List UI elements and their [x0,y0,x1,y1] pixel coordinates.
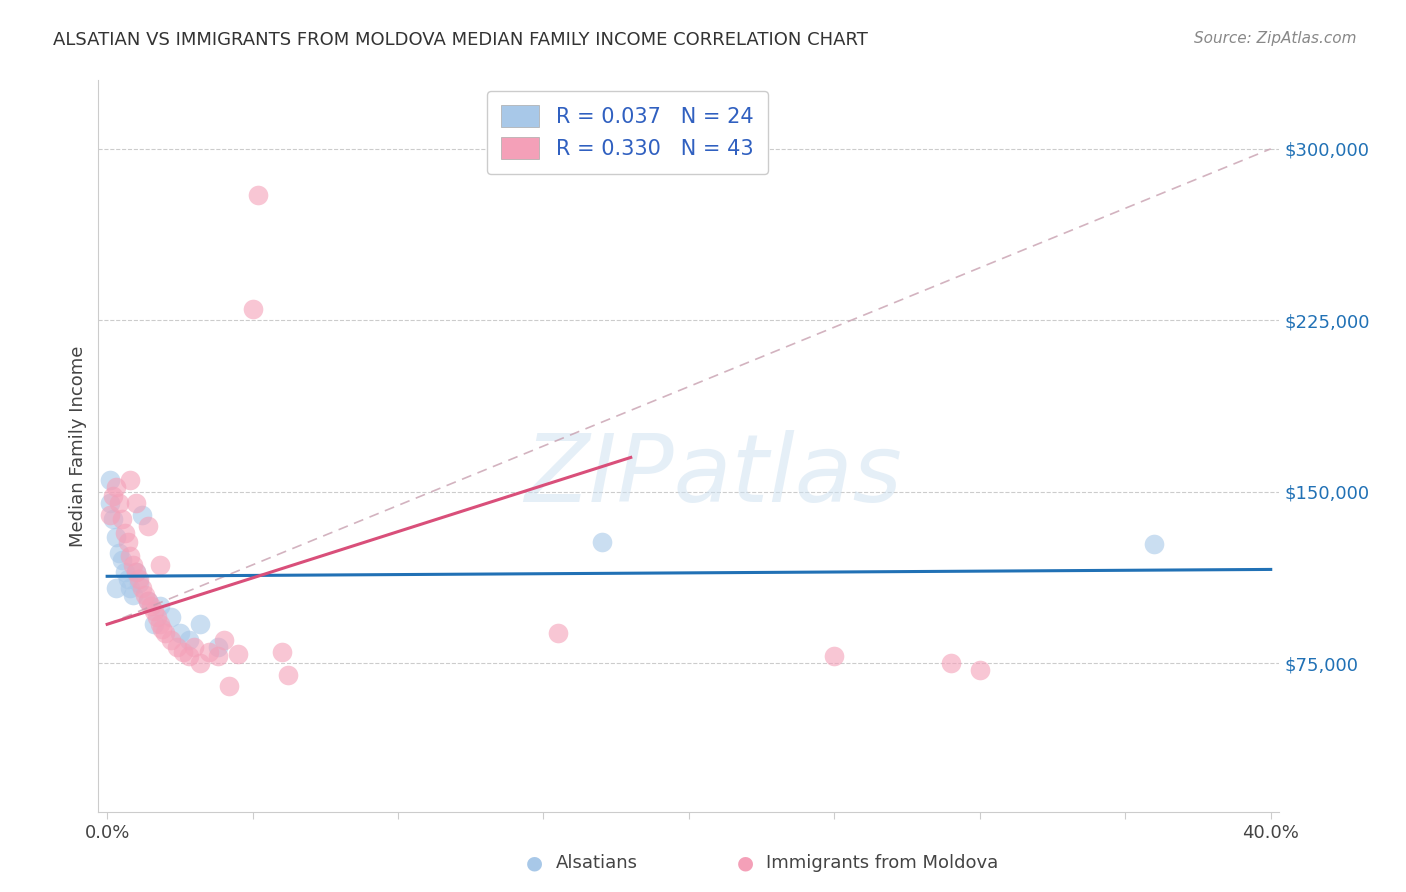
Text: ●: ● [737,854,754,873]
Point [104,530,127,544]
Point [139,599,162,613]
Point [136,594,159,608]
Point [823,649,845,664]
Point [125,496,148,510]
Point [134,588,156,602]
Point [104,581,127,595]
Point [1143,537,1166,551]
Point [160,610,183,624]
Point [152,622,174,636]
Point [104,480,127,494]
Point [120,473,142,487]
Point [125,565,148,579]
Point [142,617,165,632]
Point [120,549,142,563]
Point [169,626,191,640]
Text: Alsatians: Alsatians [555,855,637,872]
Point [591,535,613,549]
Text: ALSATIAN VS IMMIGRANTS FROM MOLDOVA MEDIAN FAMILY INCOME CORRELATION CHART: ALSATIAN VS IMMIGRANTS FROM MOLDOVA MEDI… [53,31,869,49]
Text: ●: ● [526,854,543,873]
Point [177,633,200,648]
Point [117,572,139,586]
Text: Source: ZipAtlas.com: Source: ZipAtlas.com [1194,31,1357,46]
Point [207,649,229,664]
Point [226,647,249,661]
Point [145,610,167,624]
Point [212,633,235,648]
Point [117,535,139,549]
Point [122,558,145,572]
Point [183,640,205,655]
Point [160,633,183,648]
Point [142,603,165,617]
Point [101,489,124,503]
Point [122,588,145,602]
Y-axis label: Median Family Income: Median Family Income [69,345,87,547]
Point [136,519,159,533]
Point [177,649,200,664]
Point [111,512,134,526]
Point [188,617,211,632]
Point [166,640,188,655]
Point [939,656,962,670]
Point [207,640,229,655]
Point [101,512,124,526]
Point [107,496,129,510]
Text: ZIPatlas: ZIPatlas [523,430,901,521]
Text: Immigrants from Moldova: Immigrants from Moldova [766,855,998,872]
Point [136,594,159,608]
Point [111,553,134,567]
Point [155,626,177,640]
Point [98,508,121,522]
Point [148,599,170,613]
Point [114,525,136,540]
Point [247,187,270,202]
Point [969,663,991,677]
Point [218,679,240,693]
Point [148,558,170,572]
Point [120,581,142,595]
Point [270,645,292,659]
Point [125,565,148,579]
Point [198,645,221,659]
Point [98,473,121,487]
Point [547,626,569,640]
Point [148,617,170,632]
Point [128,576,150,591]
Point [107,546,129,560]
Point [242,301,264,316]
Legend: R = 0.037   N = 24, R = 0.330   N = 43: R = 0.037 N = 24, R = 0.330 N = 43 [486,91,768,174]
Point [188,656,211,670]
Point [114,565,136,579]
Point [98,496,121,510]
Point [131,581,153,595]
Point [276,667,298,681]
Point [131,508,153,522]
Point [128,572,150,586]
Point [172,645,194,659]
